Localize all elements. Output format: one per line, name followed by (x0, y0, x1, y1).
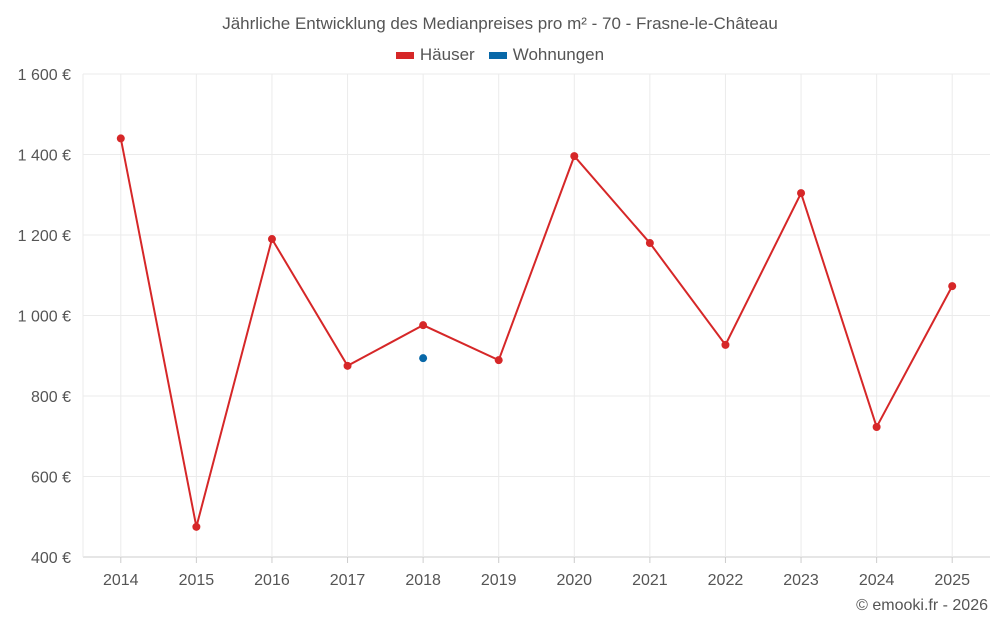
data-point (721, 340, 730, 349)
legend-swatch-wohnungen (488, 51, 507, 59)
x-tick-label: 2025 (934, 572, 970, 589)
copyright-credit: © emooki.fr - 2026 (856, 597, 988, 614)
data-point (116, 134, 125, 143)
y-tick-label: 1 200 € (18, 228, 71, 245)
data-point (343, 361, 352, 370)
y-tick-label: 800 € (31, 389, 71, 406)
x-tick-label: 2018 (405, 572, 441, 589)
legend-swatch-haeuser (395, 51, 414, 59)
y-tick-label: 600 € (31, 470, 71, 487)
data-point (419, 354, 428, 363)
legend-label-haeuser: Häuser (419, 45, 475, 64)
data-point (494, 356, 503, 365)
data-point (570, 152, 579, 161)
x-tick-label: 2024 (859, 572, 895, 589)
x-tick-label: 2016 (254, 572, 290, 589)
legend: Häuser Wohnungen (0, 45, 1000, 65)
x-tick-label: 2019 (481, 572, 517, 589)
x-tick-label: 2014 (103, 572, 139, 589)
data-point (192, 522, 201, 531)
x-tick-label: 2020 (556, 572, 592, 589)
x-tick-label: 2017 (330, 572, 366, 589)
data-point (267, 235, 276, 244)
x-tick-label: 2015 (179, 572, 215, 589)
data-point (797, 189, 806, 198)
legend-item-wohnungen[interactable]: Wohnungen (488, 45, 605, 65)
y-tick-label: 1 400 € (18, 148, 71, 165)
y-tick-label: 400 € (31, 550, 71, 567)
series-line-0 (119, 138, 954, 528)
y-tick-label: 1 000 € (18, 309, 71, 326)
legend-item-haeuser[interactable]: Häuser (395, 45, 475, 65)
y-tick-label: 1 600 € (18, 67, 71, 84)
x-tick-label: 2022 (708, 572, 744, 589)
data-point (872, 422, 881, 431)
data-point (948, 282, 957, 291)
data-point (645, 239, 654, 248)
x-tick-label: 2023 (783, 572, 819, 589)
data-point (419, 321, 428, 330)
legend-label-wohnungen: Wohnungen (512, 45, 605, 64)
chart-title: Jährliche Entwicklung des Medianpreises … (222, 14, 778, 33)
x-tick-label: 2021 (632, 572, 668, 589)
